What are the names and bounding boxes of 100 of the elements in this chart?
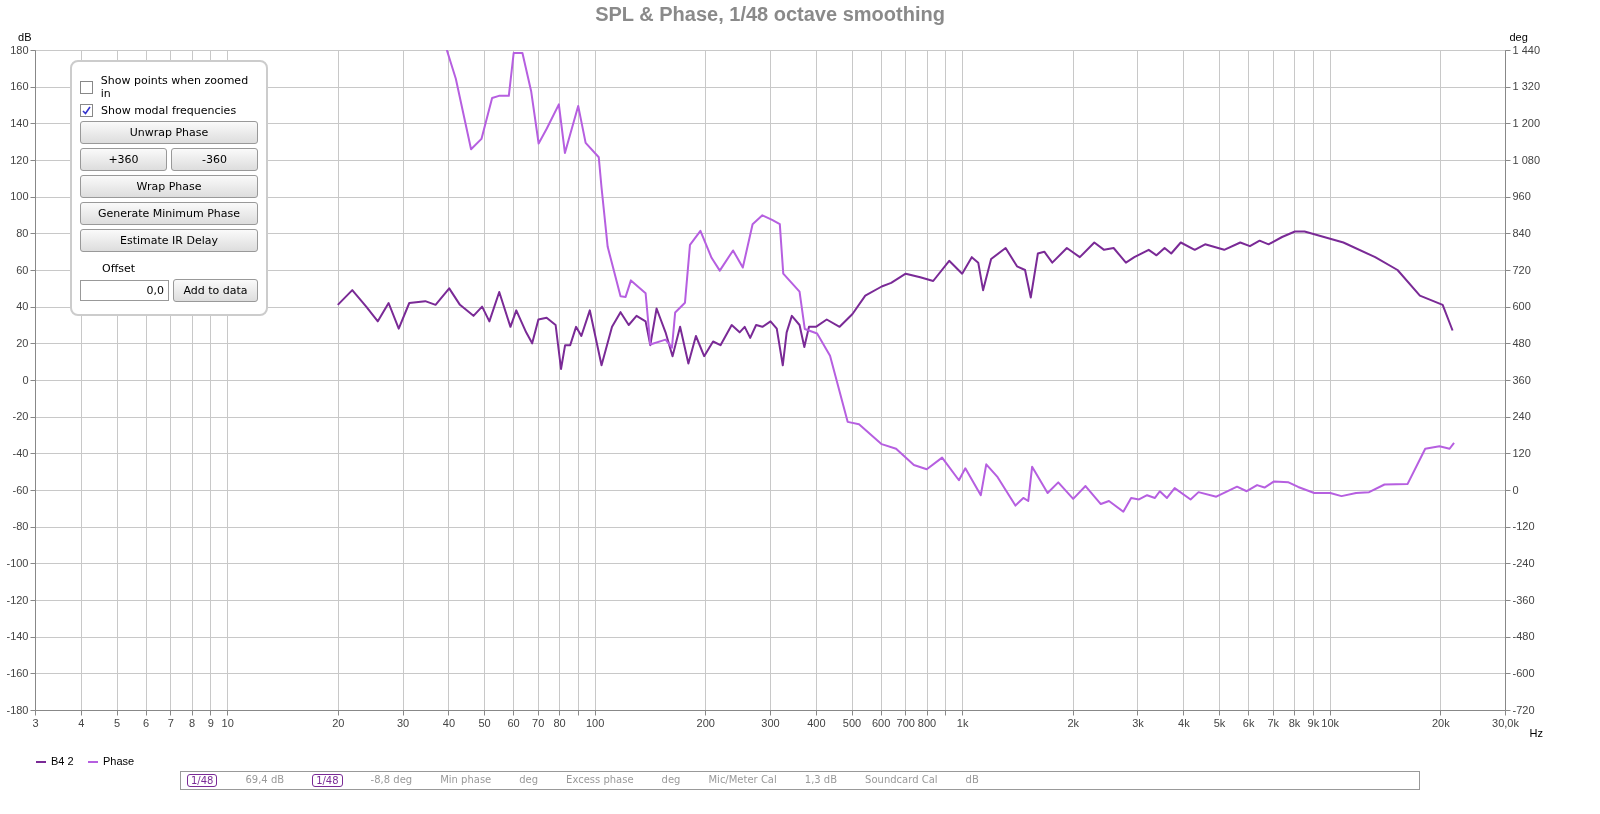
y-tick-label: 40 [16,300,29,313]
button: +360 [80,148,167,171]
y-axis-title: dB [18,30,32,43]
text: deg [519,774,539,787]
y-tick-label: 20 [16,336,29,349]
button: Generate Minimum Phase [80,202,258,225]
text: Min phase [440,774,492,787]
control-panel: Show points when zoomed in Show modal frequencies Unwrap Phase +360 -360 Wrap Phase Generate Minimum Phase Estimate IR Delay Offset 0,0 Add to data [70,60,268,316]
x-tick-label: 200 [696,716,715,729]
y-tick-label: 80 [16,226,29,239]
y-tick-label: -40 [12,446,29,459]
y2-tick-label: 1 200 [1512,116,1541,129]
x-tick-label: 7 [167,716,174,729]
y2-tick-label: -240 [1512,556,1535,569]
x-tick-label: 30 [396,716,410,729]
y2-tick-label: -600 [1512,666,1535,679]
x-tick-label: 80 [553,716,566,729]
button: -360 [171,148,258,171]
input-field: 0,0 [80,280,169,301]
y2-tick-label: -720 [1512,703,1535,716]
y2-tick-label: 120 [1512,446,1531,459]
button: Wrap Phase [80,175,258,198]
y-tick-label: -80 [12,520,29,533]
x-tick-label: 9 [207,716,214,729]
y-tick-label: 160 [10,80,29,93]
y2-tick-label: 840 [1512,226,1531,239]
x-tick-label: 6k [1242,716,1255,729]
y2-tick-label: 720 [1512,263,1531,276]
x-tick-label: 50 [478,716,491,729]
x-tick-label: 5k [1213,716,1226,729]
x-tick-label: 600 [871,716,891,729]
button: Unwrap Phase [80,121,258,144]
x-tick-label: 9k [1307,716,1320,729]
y-tick-label: 0 [22,373,29,386]
annotation: Offset [102,262,136,275]
y2-tick-label: -120 [1512,520,1535,533]
x-axis-title: Hz [1529,726,1543,739]
y2-axis-title: deg [1509,30,1528,43]
legend-label: Phase [103,755,135,767]
text: 1,3 dB [804,774,838,787]
x-tick-label: 8k [1288,716,1301,729]
y2-tick-label: 1 440 [1512,43,1541,56]
y2-tick-label: 240 [1512,410,1531,423]
annotation: Show points when zoomed in [100,74,250,100]
text: Mic/Meter Cal [708,774,777,787]
y-tick-label: -180 [6,703,29,716]
x-tick-label: 7k [1267,716,1280,729]
y2-tick-label: 480 [1512,336,1531,349]
y-tick-label: 140 [10,116,29,129]
y2-tick-label: -480 [1512,630,1535,643]
y2-tick-label: 960 [1512,190,1531,203]
x-tick-label: 400 [807,716,826,729]
x-tick-label: 5 [113,716,121,729]
x-tick-label: 3 [32,716,39,729]
text: deg [661,774,681,787]
y2-tick-label: 1 320 [1512,80,1541,93]
y-tick-label: -60 [12,483,29,496]
y-tick-label: -160 [6,666,29,679]
x-tick-label: 300 [761,716,780,729]
x-tick-label: 6 [143,716,150,729]
x-tick-label: 100 [585,716,605,729]
chart-title: SPL & Phase, 1/48 octave smoothing [595,3,945,25]
y-tick-label: 100 [10,190,29,203]
y-tick-label: -140 [6,630,29,643]
y-tick-label: -100 [6,556,29,569]
x-tick-label: 1k [956,716,969,729]
text: -8,8 deg [370,774,413,787]
text: dB [965,774,979,787]
y2-tick-label: 0 [1512,483,1519,496]
x-tick-label: 40 [442,716,456,729]
y2-tick-label: 600 [1512,300,1531,313]
text: Excess phase [566,774,634,787]
x-tick-label: 20 [332,716,345,729]
y-tick-label: -20 [12,410,29,423]
y-tick-label: 180 [10,43,29,56]
x-tick-label: 2k [1067,716,1080,729]
y-tick-label: 60 [16,263,29,276]
y2-tick-label: 360 [1512,373,1531,386]
x-tick-label: 4 [78,716,85,729]
x-tick-label: 8 [188,716,196,729]
annotation: Show modal frequencies [101,104,237,117]
y2-tick-label: 1 080 [1512,153,1541,166]
x-tick-label: 3k [1132,716,1145,729]
x-tick-label: 70 [532,716,545,729]
y2-tick-label: -360 [1512,593,1535,606]
x-tick-label: 800 [917,716,937,729]
legend-label: B4 2 [51,755,74,767]
text: Soundcard Cal [865,774,938,787]
text: 1/48 [187,774,218,787]
text: 1/48 [312,774,343,787]
button: Estimate IR Delay [80,229,258,252]
x-tick-label: 10 [221,716,234,729]
x-tick-label: 30,0k [1492,716,1520,729]
x-tick-label: 700 [896,716,915,729]
x-tick-label: 500 [842,716,862,729]
text: 69,4 dB [245,774,285,787]
x-tick-label: 60 [507,716,520,729]
x-tick-label: 20k [1431,716,1451,729]
button: Add to data [173,279,258,302]
x-tick-label: 10k [1321,716,1340,729]
